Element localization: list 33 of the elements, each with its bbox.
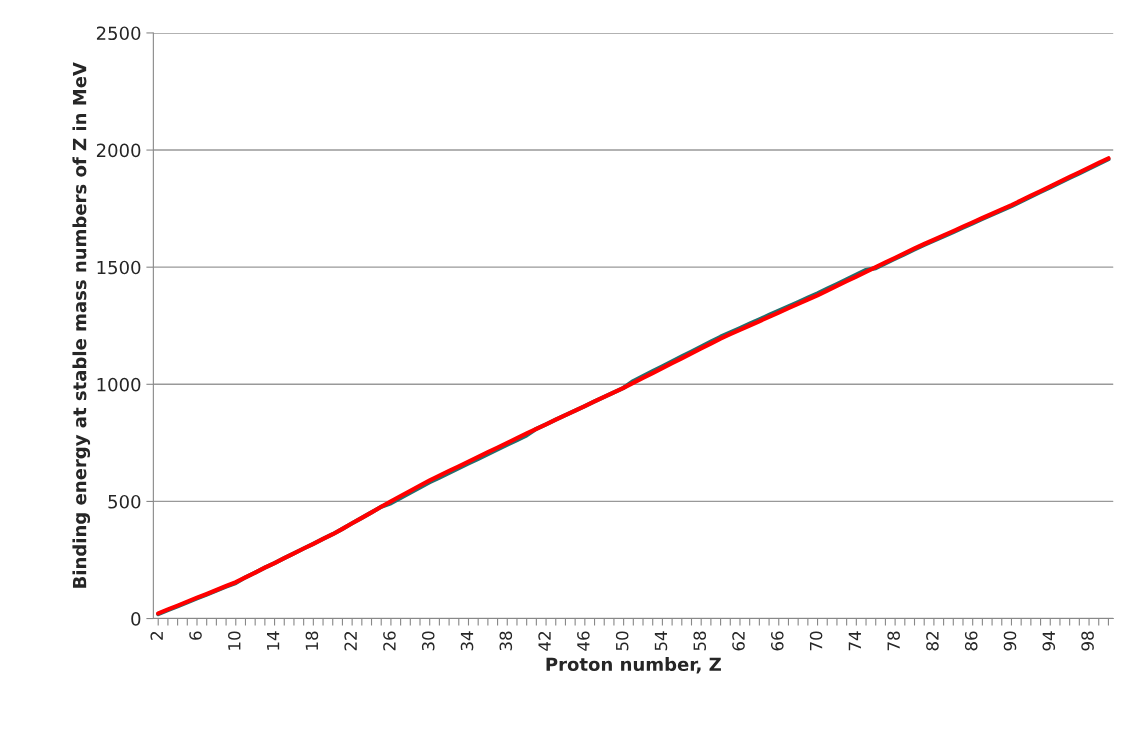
x-tick-label: 14 xyxy=(267,631,280,650)
x-tick-label: 78 xyxy=(887,631,900,651)
x-tick-label: 62 xyxy=(732,632,745,651)
x-tick-label: 82 xyxy=(926,632,939,651)
y-tick-label: 2000 xyxy=(96,143,141,158)
x-tick-label: 42 xyxy=(538,632,551,651)
x-tick-label: 50 xyxy=(615,631,629,651)
x-tick-label: 90 xyxy=(1003,631,1017,651)
y-tick-label: 0 xyxy=(131,612,141,626)
x-tick-label: 34 xyxy=(460,631,474,651)
y-tick-label: 500 xyxy=(108,494,141,509)
x-tick-label: 38 xyxy=(499,631,513,651)
x-tick-label: 18 xyxy=(305,631,319,650)
x-axis-title: Proton number, Z xyxy=(546,657,721,674)
x-tick-label: 2 xyxy=(150,632,163,640)
x-tick-label: 46 xyxy=(577,631,590,651)
x-tick-label: 86 xyxy=(964,631,978,651)
x-tick-label: 10 xyxy=(228,631,241,650)
x-tick-label: 30 xyxy=(421,631,435,651)
x-tick-label: 70 xyxy=(809,631,823,651)
x-tick-label: 58 xyxy=(693,631,707,651)
x-tick-label: 22 xyxy=(344,632,357,651)
x-tick-label: 66 xyxy=(770,631,784,651)
x-tick-label: 94 xyxy=(1042,631,1056,651)
x-tick-label: 26 xyxy=(383,631,396,651)
y-axis-title: Binding energy at stable mass numbers of Z in MeV xyxy=(72,62,91,588)
x-tick-label: 54 xyxy=(654,631,668,651)
y-tick-label: 1500 xyxy=(97,260,141,275)
y-tick-label: 1000 xyxy=(97,377,141,392)
x-tick-label: 74 xyxy=(848,631,861,651)
y-tick-label: 2500 xyxy=(96,26,141,41)
x-tick-label: 98 xyxy=(1081,631,1094,651)
x-tick-label: 6 xyxy=(189,631,202,640)
